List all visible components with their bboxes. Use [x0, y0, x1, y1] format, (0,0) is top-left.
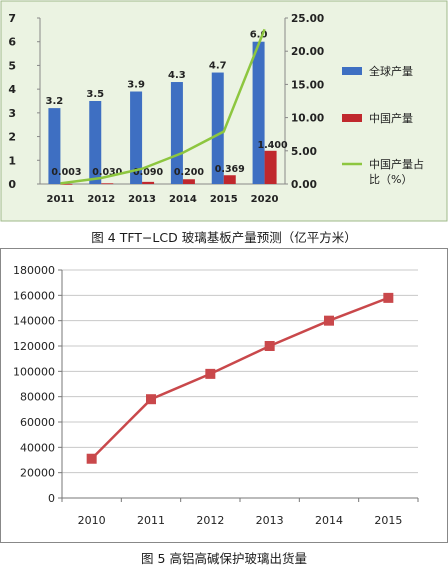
- x-tick-label: 2015: [374, 514, 402, 527]
- y-tick-label: 0: [48, 492, 55, 505]
- bar-global-output: [211, 72, 224, 184]
- line-china-share: [60, 28, 266, 185]
- tft-lcd-chart-caption: 图 4 TFT−LCD 玻璃基板产量预测（亿平方米）: [91, 230, 357, 245]
- data-point-shipments: [146, 394, 156, 405]
- right-tick-label: 5.00: [291, 146, 317, 158]
- x-tick-label: 2012: [87, 194, 115, 205]
- right-tick-label: 10.00: [291, 113, 324, 125]
- data-point-shipments: [205, 368, 216, 379]
- x-tick-label: 2013: [128, 194, 156, 205]
- data-label-china-output: 0.030: [92, 167, 122, 178]
- y-tick-label: 40000: [20, 441, 55, 454]
- tft-lcd-chart-panel: 0 1 2 3 4 5 6 7 0.00 5.00 10.00 15.00 20.00 25.00 3.2 0…: [0, 0, 448, 222]
- y-tick-label: 100000: [13, 365, 55, 378]
- data-label-china-output: 1.400: [258, 140, 288, 151]
- data-point-shipments: [324, 315, 334, 326]
- bar-china-output: [264, 150, 277, 184]
- y-tick-label: 140000: [13, 315, 55, 328]
- x-tick-label: 2010: [78, 514, 106, 527]
- data-label-china-output: 0.369: [215, 164, 245, 175]
- data-point-shipments: [264, 341, 275, 351]
- y-tick-label: 160000: [13, 289, 55, 302]
- y-tick-label: 60000: [20, 416, 55, 429]
- bar-global-output: [89, 101, 102, 184]
- y-tick-label: 120000: [13, 340, 55, 353]
- bar-global-output: [252, 41, 265, 184]
- data-point-shipments: [383, 292, 394, 303]
- data-label-china-output: 0.003: [51, 167, 81, 178]
- data-label-global-output: 4.3: [168, 70, 186, 81]
- x-tick-label: 2011: [137, 514, 165, 527]
- legend-swatch-global-output: [342, 67, 362, 75]
- data-point-shipments: [86, 453, 97, 464]
- chart-background: [0, 0, 448, 222]
- cover-glass-chart-panel: 0 20000 40000 60000 80000 100000 120000 140000 1…: [0, 248, 448, 543]
- bar-china-output: [60, 183, 73, 185]
- chart-frame: [0, 248, 448, 543]
- x-tick-label: 2020: [251, 194, 279, 205]
- legend-label-china-share: 中国产量占: [369, 157, 424, 171]
- line-shipments: [90, 296, 389, 460]
- x-tick-label: 2015: [210, 194, 238, 205]
- x-tick-label: 2014: [315, 514, 343, 527]
- x-tick-label: 2012: [196, 514, 224, 527]
- right-tick-label: 20.00: [291, 46, 324, 58]
- left-tick-label: 6: [8, 36, 16, 49]
- data-label-china-output: 0.090: [133, 167, 163, 178]
- right-tick-label: 15.00: [291, 79, 324, 91]
- data-label-global-output: 6.0: [250, 30, 268, 41]
- data-label-global-output: 3.5: [86, 89, 104, 100]
- bar-global-output: [130, 91, 143, 184]
- data-label-global-output: 4.7: [209, 61, 227, 72]
- right-tick-label: 25.00: [291, 13, 324, 25]
- left-tick-label: 1: [8, 154, 16, 167]
- x-tick-label: 2011: [46, 194, 74, 205]
- cover-glass-chart: 0 20000 40000 60000 80000 100000 120000 140000 1…: [0, 248, 448, 543]
- bar-china-output: [182, 179, 195, 184]
- left-tick-label: 2: [8, 131, 16, 144]
- legend-label-global-output: 全球产量: [369, 64, 413, 78]
- right-tick-label: 0.00: [291, 179, 317, 191]
- data-label-china-output: 0.200: [174, 167, 204, 178]
- bar-china-output: [223, 175, 236, 184]
- data-label-global-output: 3.2: [46, 96, 64, 107]
- left-tick-label: 4: [8, 83, 16, 96]
- cover-glass-chart-caption: 图 5 高铝高碱保护玻璃出货量: [141, 551, 307, 566]
- left-tick-label: 0: [8, 178, 16, 191]
- bar-china-output: [142, 181, 155, 184]
- left-tick-label: 5: [8, 59, 16, 72]
- y-tick-label: 20000: [20, 467, 55, 480]
- bar-global-output: [48, 108, 61, 184]
- left-tick-label: 7: [8, 12, 16, 25]
- bar-global-output: [170, 82, 183, 184]
- bar-china-output: [101, 183, 114, 185]
- legend-swatch-china-output: [342, 114, 362, 122]
- legend-label-china-share-cont: 比（%）: [369, 173, 412, 186]
- tft-lcd-chart: 0 1 2 3 4 5 6 7 0.00 5.00 10.00 15.00 20.00 25.00 3.2 0…: [0, 0, 448, 222]
- legend-label-china-output: 中国产量: [369, 111, 413, 125]
- y-tick-label: 180000: [13, 264, 55, 277]
- x-tick-label: 2014: [169, 194, 197, 205]
- left-tick-label: 3: [8, 107, 16, 120]
- data-label-global-output: 3.9: [127, 80, 145, 91]
- x-tick-label: 2013: [256, 514, 284, 527]
- y-tick-label: 80000: [20, 391, 55, 404]
